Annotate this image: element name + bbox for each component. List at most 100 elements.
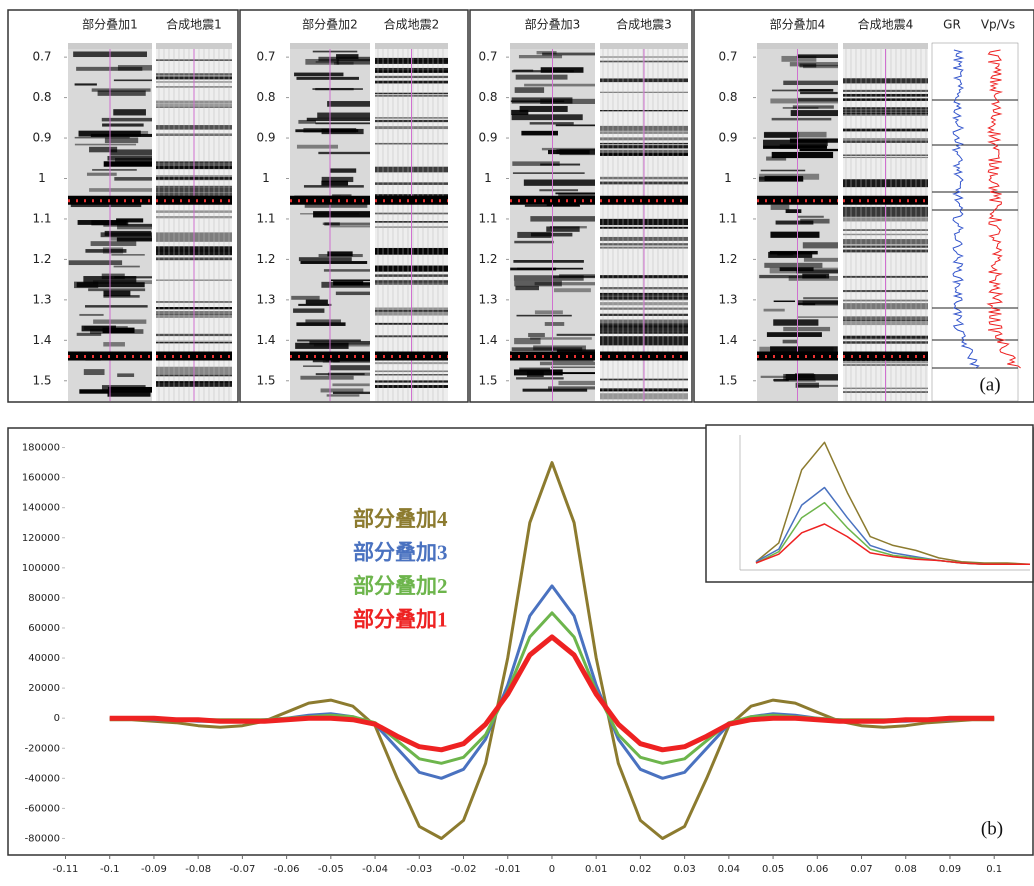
seismic-event <box>109 131 149 135</box>
seismic-event <box>781 56 816 62</box>
seismic-event <box>300 261 367 264</box>
seismic-event <box>535 310 563 314</box>
time-tick-label: 1 <box>484 171 492 185</box>
seismic-event <box>92 169 137 171</box>
seismic-event <box>74 282 98 288</box>
seismic-event <box>303 365 322 367</box>
x-tick-label: 0.09 <box>939 864 961 875</box>
seismic-event <box>75 144 136 146</box>
seismic-event <box>76 67 142 71</box>
x-tick-label: 0 <box>549 864 555 875</box>
seismic-event <box>557 334 595 336</box>
seismic-event <box>783 340 798 344</box>
horizon-band <box>375 352 448 361</box>
horizon-band <box>600 352 688 361</box>
seismic-event <box>796 270 838 274</box>
seismic-event <box>512 70 574 72</box>
y-tick-label: 180000 <box>22 443 60 454</box>
time-tick-label: 1.2 <box>718 252 737 266</box>
seismic-event <box>512 97 573 103</box>
seismic-event <box>321 181 348 186</box>
seismic-event <box>327 251 352 256</box>
seismic-event <box>798 216 824 218</box>
seismic-event <box>540 164 580 166</box>
time-tick-label: 1.5 <box>718 373 737 387</box>
y-tick-label: 0 <box>54 713 60 724</box>
column-header <box>68 43 152 49</box>
seismic-event <box>75 83 97 85</box>
x-tick-label: 0.07 <box>850 864 872 875</box>
seismic-event <box>111 254 144 256</box>
seismic-event <box>102 118 152 122</box>
seismic-event <box>291 296 319 300</box>
legend-entry: 部分叠加2 <box>353 574 448 598</box>
seismic-event <box>330 365 370 370</box>
time-tick-label: 1.5 <box>256 373 275 387</box>
column-header <box>757 43 838 49</box>
column-title: 合成地震1 <box>166 17 222 32</box>
y-tick-label: 80000 <box>28 593 60 604</box>
seismic-event <box>515 286 539 290</box>
time-tick-label: 1 <box>724 171 732 185</box>
seismic-event <box>330 225 370 227</box>
time-tick-label: 1.2 <box>478 252 497 266</box>
seismic-event <box>799 149 838 151</box>
seismic-event <box>79 314 103 316</box>
seismic-event <box>103 224 152 227</box>
time-tick-label: 0.8 <box>718 90 737 104</box>
seismic-event <box>331 279 370 281</box>
seismic-event <box>306 300 328 305</box>
seismic-event <box>114 79 152 81</box>
seismic-event <box>783 327 830 331</box>
seismic-event <box>114 266 140 268</box>
seismic-event <box>530 122 574 124</box>
y-tick-label: 60000 <box>28 623 60 634</box>
seismic-event <box>524 84 595 87</box>
seismic-event <box>761 170 806 172</box>
seismic-event <box>542 148 595 150</box>
seismic-event <box>91 241 137 246</box>
seismic-event <box>530 216 595 221</box>
time-tick-label: 1 <box>38 171 46 185</box>
seismic-event <box>98 90 146 95</box>
x-tick-label: 0.03 <box>673 864 695 875</box>
seismic-event <box>803 65 838 68</box>
seismic-event <box>556 125 595 127</box>
y-tick-label: 120000 <box>22 533 60 544</box>
seismic-event <box>803 297 838 299</box>
x-tick-label: 0.02 <box>629 864 651 875</box>
seismic-event <box>770 98 838 103</box>
time-tick-label: 0.9 <box>256 131 275 145</box>
seismic-event <box>330 168 356 172</box>
time-tick-label: 1.1 <box>32 211 51 225</box>
time-tick-label: 1.4 <box>32 333 51 347</box>
seismic-event <box>764 132 799 138</box>
seismic-event <box>85 305 148 307</box>
seismic-event <box>87 173 117 176</box>
seismic-event <box>767 332 822 337</box>
seismic-event <box>324 269 370 272</box>
seismic-event <box>761 376 786 378</box>
seismic-event <box>299 257 352 261</box>
seismic-event <box>293 308 324 312</box>
seismic-event <box>528 333 545 337</box>
time-tick-label: 0.7 <box>256 50 275 64</box>
x-tick-label: 0.1 <box>986 864 1002 875</box>
seismic-event <box>328 373 370 376</box>
seismic-event <box>117 237 152 241</box>
seismic-event <box>517 315 572 317</box>
seismic-event <box>771 205 790 210</box>
seismic-event <box>108 389 152 392</box>
seismic-event <box>300 376 353 380</box>
seismic-event <box>517 268 583 270</box>
seismic-event <box>774 301 795 303</box>
horizon-band <box>375 196 448 205</box>
seismic-event <box>514 338 540 344</box>
y-tick-label: 140000 <box>22 503 60 514</box>
figure: 0.70.80.911.11.21.31.41.5部分叠加1合成地震10.70.… <box>0 0 1034 886</box>
time-tick-label: 1.2 <box>32 252 51 266</box>
seismic-event <box>102 274 125 279</box>
column-header <box>375 43 448 49</box>
seismic-event <box>93 319 146 323</box>
seismic-event <box>117 373 134 377</box>
